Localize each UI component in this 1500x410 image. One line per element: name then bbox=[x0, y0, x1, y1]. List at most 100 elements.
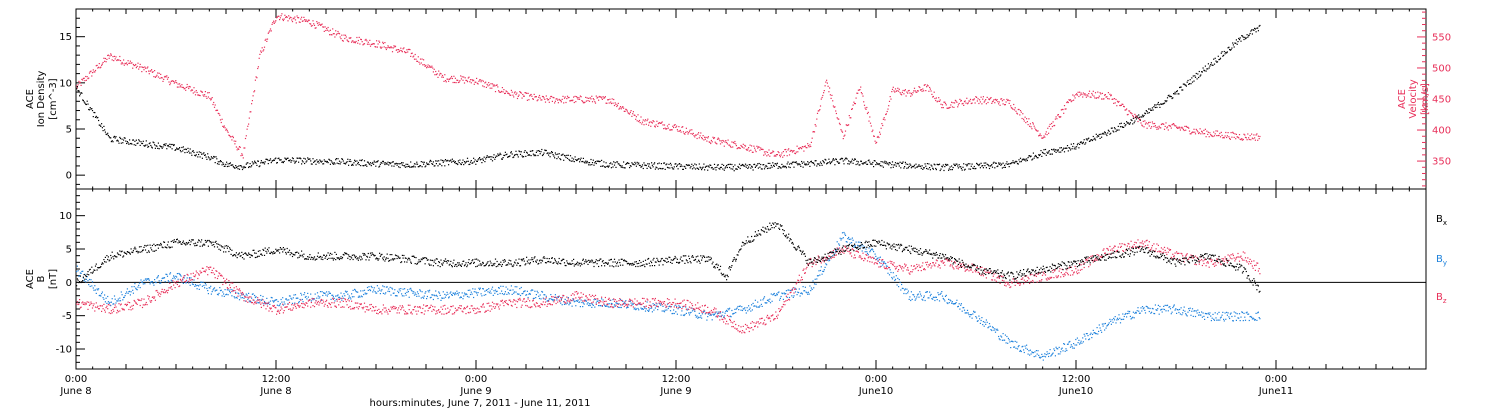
density-point bbox=[937, 164, 939, 166]
density-point bbox=[1088, 140, 1091, 142]
density-point bbox=[346, 161, 348, 163]
by-point bbox=[985, 323, 987, 325]
velocity-point bbox=[888, 105, 890, 107]
by-point bbox=[156, 277, 158, 279]
density-point bbox=[982, 165, 984, 167]
density-point bbox=[357, 161, 359, 164]
velocity-point bbox=[258, 57, 260, 59]
density-point bbox=[1062, 148, 1064, 150]
velocity-point bbox=[1254, 137, 1256, 139]
by-point bbox=[1054, 355, 1056, 357]
by-point bbox=[466, 293, 468, 296]
velocity-point bbox=[311, 25, 313, 27]
velocity-point bbox=[1251, 137, 1253, 139]
density-point bbox=[713, 168, 715, 170]
velocity-point bbox=[1240, 139, 1242, 141]
density-point bbox=[512, 156, 514, 159]
density-point bbox=[1251, 33, 1253, 35]
by-point bbox=[369, 290, 372, 292]
by-point bbox=[538, 295, 540, 297]
density-point bbox=[700, 167, 702, 169]
by-point bbox=[368, 286, 370, 288]
velocity-point bbox=[373, 43, 375, 45]
velocity-point bbox=[523, 95, 525, 97]
velocity-point bbox=[404, 51, 406, 53]
density-point bbox=[538, 150, 541, 152]
by-point bbox=[722, 311, 724, 313]
velocity-point bbox=[76, 85, 78, 87]
velocity-point bbox=[366, 43, 369, 45]
velocity-point bbox=[633, 114, 635, 116]
density-point bbox=[758, 162, 760, 165]
velocity-point bbox=[966, 97, 968, 99]
velocity-point bbox=[813, 131, 815, 133]
by-point bbox=[283, 301, 285, 303]
velocity-point bbox=[892, 86, 894, 88]
density-point bbox=[1204, 70, 1206, 72]
velocity-point bbox=[710, 139, 712, 142]
by-point bbox=[495, 291, 497, 293]
velocity-point bbox=[676, 129, 678, 131]
by-point bbox=[852, 239, 854, 241]
by-point bbox=[1064, 350, 1066, 352]
by-point bbox=[1111, 319, 1113, 321]
density-point bbox=[752, 169, 754, 171]
velocity-point bbox=[121, 61, 123, 64]
density-point bbox=[968, 168, 970, 170]
density-point bbox=[173, 144, 175, 147]
velocity-point bbox=[105, 61, 107, 63]
velocity-point bbox=[593, 99, 595, 101]
density-point bbox=[1210, 64, 1212, 66]
by-point bbox=[679, 306, 681, 308]
density-point bbox=[1110, 132, 1112, 134]
density-point bbox=[999, 162, 1001, 164]
by-point bbox=[1143, 307, 1145, 309]
by-point bbox=[551, 299, 553, 301]
velocity-point bbox=[1080, 92, 1082, 94]
by-point bbox=[807, 291, 809, 293]
velocity-point bbox=[235, 140, 237, 142]
velocity-point bbox=[1010, 105, 1012, 107]
density-point bbox=[579, 161, 581, 163]
density-point bbox=[195, 154, 197, 156]
density-point bbox=[464, 162, 466, 164]
density-point bbox=[627, 162, 629, 164]
by-point bbox=[1057, 353, 1059, 355]
density-point bbox=[454, 162, 456, 164]
density-point bbox=[135, 144, 137, 146]
velocity-point bbox=[794, 152, 796, 154]
velocity-point bbox=[660, 122, 662, 124]
by-point bbox=[576, 300, 578, 302]
density-point bbox=[1132, 123, 1134, 125]
density-point bbox=[685, 167, 687, 169]
velocity-point bbox=[1241, 138, 1243, 140]
velocity-point bbox=[1165, 122, 1167, 124]
velocity-point bbox=[1223, 136, 1225, 139]
velocity-point bbox=[374, 46, 376, 48]
velocity-point bbox=[697, 133, 699, 135]
velocity-point bbox=[778, 152, 780, 154]
velocity-point bbox=[464, 77, 466, 79]
density-point bbox=[1213, 63, 1216, 65]
velocity-point bbox=[963, 101, 966, 103]
by-point bbox=[323, 292, 325, 294]
velocity-point bbox=[289, 16, 291, 18]
velocity-point bbox=[600, 96, 602, 98]
by-point bbox=[854, 245, 856, 247]
density-point bbox=[851, 160, 853, 162]
velocity-point bbox=[1106, 96, 1108, 98]
velocity-point bbox=[145, 71, 147, 73]
by-point bbox=[879, 256, 881, 258]
by-point bbox=[1054, 349, 1056, 352]
density-point bbox=[1093, 138, 1095, 140]
velocity-point bbox=[459, 80, 461, 82]
by-point bbox=[973, 311, 975, 313]
by-point bbox=[402, 288, 404, 290]
velocity-point bbox=[923, 90, 925, 92]
velocity-point bbox=[1028, 118, 1030, 120]
by-point bbox=[273, 301, 275, 303]
density-point bbox=[549, 156, 551, 158]
density-point bbox=[406, 166, 408, 168]
by-point bbox=[764, 302, 766, 304]
by-point bbox=[1056, 348, 1058, 350]
